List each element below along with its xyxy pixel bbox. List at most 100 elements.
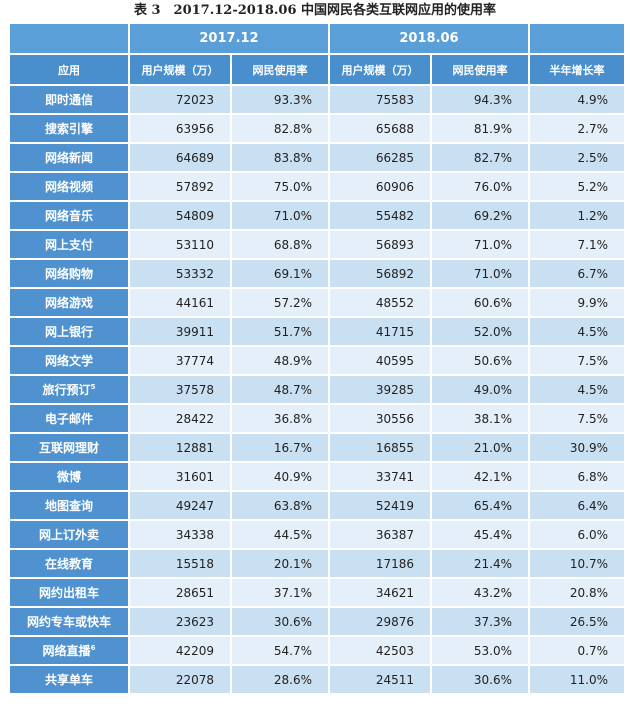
rate-2017-cell: 83.8% [232,144,328,171]
app-name-cell: 网络购物 [10,260,128,287]
app-name: 网络音乐 [44,209,93,223]
growth-cell: 7.5% [530,405,624,432]
app-name: 网上支付 [44,238,93,252]
rate-2017-cell: 63.8% [232,492,328,519]
users-2017-cell: 23623 [130,608,230,635]
users-2017-cell: 42209 [130,637,230,664]
users-2017-cell: 63956 [130,115,230,142]
app-name: 网络文学 [44,354,93,368]
rate-2017-cell: 20.1% [232,550,328,577]
users-2017-cell: 54809 [130,202,230,229]
users-2017-cell: 15518 [130,550,230,577]
users-2018-cell: 56892 [330,260,430,287]
app-name-cell: 互联网理财 [10,434,128,461]
growth-cell: 6.0% [530,521,624,548]
column-header-growth: 半年增长率 [530,55,624,84]
rate-2017-cell: 44.5% [232,521,328,548]
users-2017-cell: 57892 [130,173,230,200]
users-2017-cell: 34338 [130,521,230,548]
table-row: 旅行预订5 37578 48.7% 39285 49.0% 4.5% [10,376,624,403]
growth-cell: 5.2% [530,173,624,200]
growth-cell: 6.8% [530,463,624,490]
table-row: 网上订外卖 34338 44.5% 36387 45.4% 6.0% [10,521,624,548]
users-2018-cell: 17186 [330,550,430,577]
rate-2018-cell: 65.4% [432,492,528,519]
users-2017-cell: 22078 [130,666,230,693]
table-title: 表 3 2017.12-2018.06 中国网民各类互联网应用的使用率 [133,3,497,18]
users-2018-cell: 48552 [330,289,430,316]
users-2017-cell: 37578 [130,376,230,403]
rate-2017-cell: 37.1% [232,579,328,606]
app-name-cell: 网上订外卖 [10,521,128,548]
rate-2018-cell: 71.0% [432,231,528,258]
app-name: 网上银行 [44,325,93,339]
table-row: 网约出租车 28651 37.1% 34621 43.2% 20.8% [10,579,624,606]
growth-cell: 2.7% [530,115,624,142]
app-name: 网上订外卖 [38,528,99,542]
users-2017-cell: 64689 [130,144,230,171]
users-2017-cell: 39911 [130,318,230,345]
users-2017-cell: 28651 [130,579,230,606]
app-name-cell: 即时通信 [10,86,128,113]
users-2018-cell: 33741 [330,463,430,490]
rate-2017-cell: 71.0% [232,202,328,229]
table-row: 网络文学 37774 48.9% 40595 50.6% 7.5% [10,347,624,374]
rate-2017-cell: 68.8% [232,231,328,258]
rate-2017-cell: 28.6% [232,666,328,693]
users-2018-cell: 75583 [330,86,430,113]
users-2017-cell: 53332 [130,260,230,287]
users-2018-cell: 60906 [330,173,430,200]
app-name: 微博 [56,470,81,484]
users-2017-cell: 31601 [130,463,230,490]
rate-2018-cell: 82.7% [432,144,528,171]
growth-cell: 10.7% [530,550,624,577]
rate-2018-cell: 43.2% [432,579,528,606]
users-2017-cell: 28422 [130,405,230,432]
rate-2017-cell: 69.1% [232,260,328,287]
rate-2018-cell: 60.6% [432,289,528,316]
app-name: 网络直播 [42,644,91,658]
rate-2017-cell: 57.2% [232,289,328,316]
app-name: 网络购物 [44,267,93,281]
users-2018-cell: 30556 [330,405,430,432]
app-name-cell: 电子邮件 [10,405,128,432]
table-row: 网络直播6 42209 54.7% 42503 53.0% 0.7% [10,637,624,664]
app-name: 互联网理财 [38,441,99,455]
column-header-rate-2018: 网民使用率 [432,55,528,84]
app-name: 网络视频 [44,180,93,194]
users-2017-cell: 44161 [130,289,230,316]
growth-cell: 4.5% [530,376,624,403]
app-name: 网约出租车 [38,586,99,600]
footnote-mark: 6 [90,644,96,652]
period-header-row: 2017.12 2018.06 [10,24,624,53]
rate-2018-cell: 21.4% [432,550,528,577]
app-name-cell: 网络文学 [10,347,128,374]
users-2018-cell: 34621 [330,579,430,606]
column-header-rate-2017: 网民使用率 [232,55,328,84]
app-name: 搜索引擎 [44,122,93,136]
growth-cell: 11.0% [530,666,624,693]
users-2018-cell: 65688 [330,115,430,142]
rate-2017-cell: 16.7% [232,434,328,461]
rate-2017-cell: 93.3% [232,86,328,113]
app-name-cell: 地图查询 [10,492,128,519]
table-row: 电子邮件 28422 36.8% 30556 38.1% 7.5% [10,405,624,432]
app-name-cell: 网络视频 [10,173,128,200]
usage-table: 2017.12 2018.06 应用 用户规模（万） 网民使用率 用户规模（万）… [8,22,626,695]
table-row: 网络音乐 54809 71.0% 55482 69.2% 1.2% [10,202,624,229]
app-name: 即时通信 [44,93,93,107]
growth-cell: 9.9% [530,289,624,316]
rate-2018-cell: 81.9% [432,115,528,142]
users-2018-cell: 42503 [330,637,430,664]
users-2017-cell: 72023 [130,86,230,113]
rate-2018-cell: 53.0% [432,637,528,664]
table-row: 网络视频 57892 75.0% 60906 76.0% 5.2% [10,173,624,200]
growth-cell: 6.7% [530,260,624,287]
users-2017-cell: 12881 [130,434,230,461]
table-row: 地图查询 49247 63.8% 52419 65.4% 6.4% [10,492,624,519]
users-2018-cell: 41715 [330,318,430,345]
growth-cell: 7.5% [530,347,624,374]
users-2017-cell: 49247 [130,492,230,519]
users-2018-cell: 36387 [330,521,430,548]
rate-2017-cell: 48.7% [232,376,328,403]
